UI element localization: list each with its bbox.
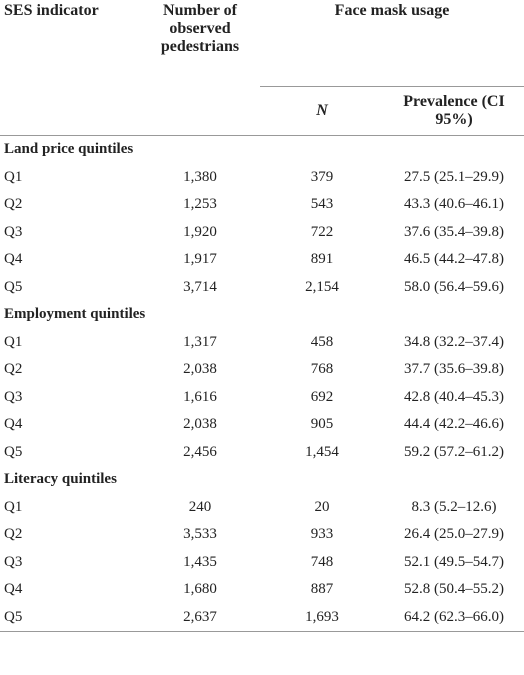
cell: 1,693 <box>260 603 384 632</box>
cell: 1,917 <box>183 251 217 268</box>
cell: Q4 <box>4 416 23 433</box>
data-row: Q5 2,456 1,454 59.2 (57.2–61.2) <box>0 439 524 467</box>
cell: 37.6 (35.4–39.8) <box>404 223 504 240</box>
table-body: Land price quintiles Q1 1,380 379 27.5 (25.1… <box>0 136 524 632</box>
cell: 1,680 <box>183 581 217 598</box>
cell: 543 <box>310 196 334 213</box>
cell: 379 <box>310 168 334 185</box>
cell: 1,317 <box>183 333 217 350</box>
data-row: Q2 3,533 933 26.4 (25.0–27.9) <box>0 521 524 549</box>
cell: 43.3 (40.6–46.1) <box>404 196 504 213</box>
data-row: Q5 2,637 1,693 64.2 (62.3–66.0) <box>0 603 524 632</box>
cell: 64.2 (62.3–66.0) <box>384 603 524 632</box>
cell: 748 <box>310 553 334 570</box>
header-cell: Face mask usage <box>334 2 450 19</box>
cell: 58.0 (56.4–59.6) <box>404 278 504 295</box>
data-row: Q2 2,038 768 37.7 (35.6–39.8) <box>0 356 524 384</box>
cell: 1,435 <box>183 553 217 570</box>
data-row: Q1 1,380 379 27.5 (25.1–29.9) <box>0 164 524 192</box>
cell: 46.5 (44.2–47.8) <box>404 251 504 268</box>
section-title: Literacy quintiles <box>4 471 117 488</box>
data-table: SES indicator Number of observed pedestr… <box>0 0 524 632</box>
data-row: Q3 1,435 748 52.1 (49.5–54.7) <box>0 549 524 577</box>
cell: 59.2 (57.2–61.2) <box>404 443 504 460</box>
cell: 1,380 <box>183 168 217 185</box>
cell: 2,038 <box>183 361 217 378</box>
section-row: Employment quintiles <box>0 301 524 329</box>
cell: 3,533 <box>183 526 217 543</box>
cell: Q5 <box>0 603 140 632</box>
cell: Q2 <box>4 196 23 213</box>
header-cell: Prevalence (CI 95%) <box>384 86 524 136</box>
cell: 1,454 <box>305 443 339 460</box>
cell: 42.8 (40.4–45.3) <box>404 388 504 405</box>
data-row: Q4 1,917 891 46.5 (44.2–47.8) <box>0 246 524 274</box>
section-row: Land price quintiles <box>0 136 524 164</box>
cell: 933 <box>310 526 334 543</box>
cell: Q2 <box>4 526 23 543</box>
section-title: Employment quintiles <box>4 306 146 323</box>
cell: 905 <box>310 416 334 433</box>
data-row: Q2 1,253 543 43.3 (40.6–46.1) <box>0 191 524 219</box>
cell: Q3 <box>4 553 23 570</box>
cell: 2,637 <box>140 603 260 632</box>
cell: Q4 <box>4 581 23 598</box>
header-cell: SES indicator <box>0 0 140 136</box>
cell: 891 <box>310 251 334 268</box>
cell: 2,154 <box>305 278 339 295</box>
data-row: Q5 3,714 2,154 58.0 (56.4–59.6) <box>0 274 524 302</box>
cell: 768 <box>310 361 334 378</box>
cell: Q2 <box>4 361 23 378</box>
data-row: Q1 240 20 8.3 (5.2–12.6) <box>0 494 524 522</box>
cell: 887 <box>310 581 334 598</box>
cell: 8.3 (5.2–12.6) <box>411 498 497 515</box>
cell: 3,714 <box>183 278 217 295</box>
header-cell: N <box>260 86 384 136</box>
cell: Q1 <box>4 498 23 515</box>
cell: 27.5 (25.1–29.9) <box>404 168 504 185</box>
cell: Q5 <box>4 443 23 460</box>
cell: 692 <box>310 388 334 405</box>
data-row: Q4 1,680 887 52.8 (50.4–55.2) <box>0 576 524 604</box>
section-row: Literacy quintiles <box>0 466 524 494</box>
data-row: Q3 1,920 722 37.6 (35.4–39.8) <box>0 219 524 247</box>
cell: 458 <box>310 333 334 350</box>
cell: Q4 <box>4 251 23 268</box>
cell: 722 <box>310 223 334 240</box>
section-title: Land price quintiles <box>4 141 134 158</box>
cell: 44.4 (42.2–46.6) <box>404 416 504 433</box>
cell: 34.8 (32.2–37.4) <box>404 333 504 350</box>
cell: Q1 <box>4 168 23 185</box>
cell: 37.7 (35.6–39.8) <box>404 361 504 378</box>
cell: 52.8 (50.4–55.2) <box>404 581 504 598</box>
cell: Q5 <box>4 278 23 295</box>
cell: 1,920 <box>183 223 217 240</box>
cell: 1,616 <box>183 388 217 405</box>
cell: 2,038 <box>183 416 217 433</box>
data-row: Q1 1,317 458 34.8 (32.2–37.4) <box>0 329 524 357</box>
cell: Q3 <box>4 388 23 405</box>
cell: Q1 <box>4 333 23 350</box>
header-cell: Number of observed pedestrians <box>140 0 260 136</box>
cell: 26.4 (25.0–27.9) <box>404 526 504 543</box>
cell: 1,253 <box>183 196 217 213</box>
cell: Q3 <box>4 223 23 240</box>
cell: 240 <box>188 498 212 515</box>
cell: 2,456 <box>183 443 217 460</box>
cell: 52.1 (49.5–54.7) <box>404 553 504 570</box>
cell: 20 <box>314 498 330 515</box>
data-row: Q3 1,616 692 42.8 (40.4–45.3) <box>0 384 524 412</box>
data-row: Q4 2,038 905 44.4 (42.2–46.6) <box>0 411 524 439</box>
